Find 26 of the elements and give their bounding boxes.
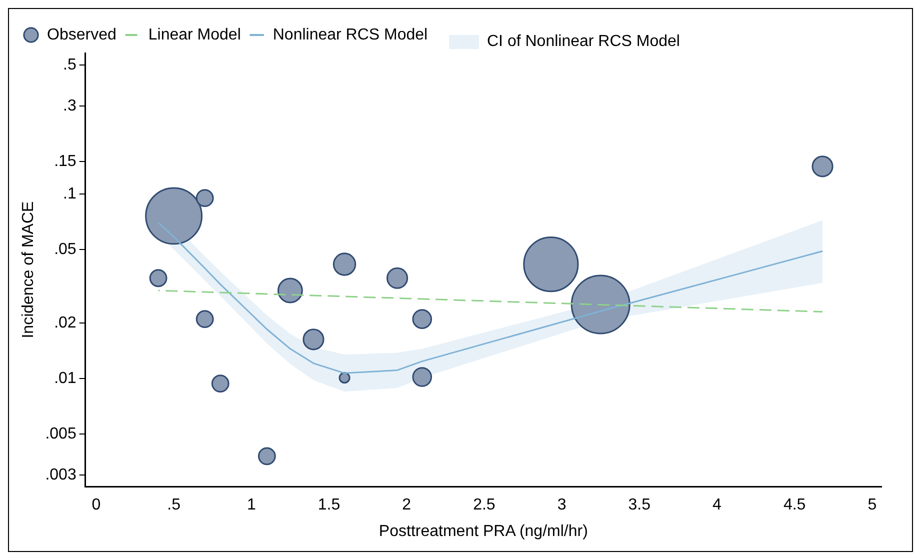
y-tick-label: .1 (62, 185, 76, 202)
y-tick-label: .3 (62, 97, 76, 114)
x-tick-label: 3.5 (628, 496, 651, 514)
y-tick-label: .02 (54, 314, 76, 332)
legend-label: Observed (47, 26, 116, 44)
x-tick-label: 1.5 (318, 496, 340, 514)
x-tick-label: 2.5 (473, 496, 496, 514)
text: CI of Nonlinear RCS Model (487, 33, 680, 51)
x-tick-label: 2 (402, 496, 412, 514)
y-axis-title: Incidence of MACE (20, 201, 38, 338)
y-tick-label: .01 (54, 370, 76, 387)
y-tick-label: .003 (45, 466, 76, 484)
x-axis-title: Posttreatment PRA (ng/ml/hr) (378, 522, 588, 540)
legend-label: Linear Model (148, 26, 241, 44)
x-tick-label: 0 (92, 496, 101, 514)
legend-label: Nonlinear RCS Model (272, 26, 428, 44)
x-tick-label: 3 (557, 496, 566, 514)
x-tick-label: 4 (712, 496, 722, 514)
y-tick-label: .5 (62, 56, 76, 74)
y-tick-label: .005 (45, 426, 76, 443)
y-tick-label: .05 (54, 240, 76, 258)
x-tick-label: 1 (246, 496, 256, 514)
x-tick-label: 5 (868, 496, 877, 514)
x-tick-label: 4.5 (783, 496, 806, 514)
y-tick-label: .15 (54, 152, 76, 170)
x-tick-label: .5 (167, 496, 181, 514)
